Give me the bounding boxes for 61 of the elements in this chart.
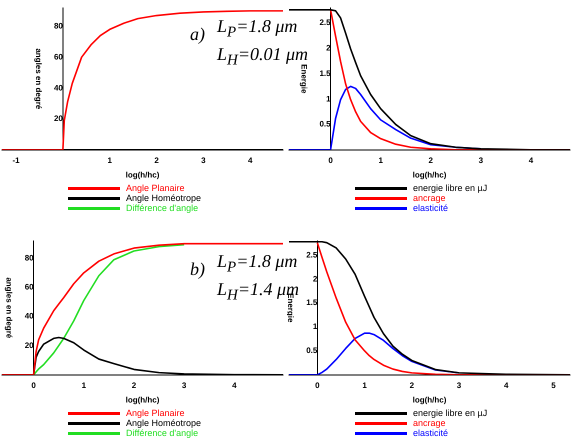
y-tick-label: 80 — [54, 22, 64, 31]
x-axis-title: log(h/hc) — [412, 395, 447, 404]
x-tick-label: 1 — [82, 380, 87, 390]
annotation: b) — [190, 258, 205, 281]
y-tick-label: 60 — [54, 52, 64, 62]
text: ancrage — [413, 193, 446, 203]
text: elasticité — [413, 428, 448, 438]
text: Angle Planaire — [126, 183, 185, 193]
x-tick-label: 4 — [504, 380, 510, 390]
text: Angle Homéotrope — [126, 193, 202, 203]
y-tick-label: 1 — [312, 322, 318, 332]
x-tick-label: -1 — [12, 156, 20, 165]
y-tick-label: 0.5 — [306, 346, 318, 356]
text: energie libre en µJ — [413, 183, 488, 193]
x-tick-label: 1 — [362, 380, 368, 390]
x-axis-title: log(h/hc) — [126, 170, 160, 180]
x-tick-label: 1 — [107, 156, 112, 165]
y-tick-label: 2 — [312, 274, 318, 284]
x-tick-label: 3 — [456, 380, 462, 390]
text: Angle Homéotrope — [126, 418, 202, 428]
x-tick-label: 3 — [182, 380, 187, 390]
x-axis-title: log(h/hc) — [126, 395, 160, 404]
x-tick-label: 5 — [551, 380, 556, 390]
annotation: a) — [190, 23, 205, 46]
text: Angle Planaire — [126, 408, 185, 418]
text: Différence d'angle — [126, 428, 198, 438]
annotation: L$_{P}$=1.8 μm — [217, 251, 298, 278]
x-tick-label: 4 — [528, 156, 534, 165]
x-tick-label: 0 — [315, 380, 320, 390]
x-tick-label: 2 — [428, 156, 434, 165]
x-tick-label: 2 — [410, 380, 415, 390]
legend-label: Différence d'angle — [126, 203, 198, 213]
y-tick-label: 0.5 — [319, 120, 332, 129]
y-tick-label: 40 — [54, 83, 64, 92]
x-tick-label: 3 — [478, 156, 484, 165]
y-tick-label: 80 — [24, 253, 34, 262]
x-tick-label: 3 — [201, 156, 206, 165]
y-tick-label: 1.5 — [306, 298, 318, 308]
y-axis-title: angles en degré — [34, 48, 43, 110]
x-tick-label: 0 — [328, 156, 334, 165]
text: elasticité — [413, 203, 448, 213]
annotation: L$_{P}$=1.8 μm — [217, 16, 298, 43]
text: ancrage — [413, 418, 446, 428]
x-axis-title: log(h/hc) — [412, 170, 447, 180]
x-tick-label: 0 — [31, 380, 36, 390]
x-tick-label: 4 — [232, 380, 238, 390]
text: energie libre en µJ — [413, 408, 488, 418]
y-tick-label: 20 — [24, 340, 34, 350]
x-tick-label: 1 — [378, 156, 384, 165]
y-tick-label: 60 — [24, 282, 34, 292]
x-tick-label: 4 — [248, 156, 253, 165]
y-tick-label: 20 — [54, 114, 64, 124]
y-tick-label: 2.5 — [306, 250, 318, 260]
y-tick-label: 1.5 — [319, 68, 332, 78]
y-tick-label: 40 — [24, 312, 34, 321]
x-tick-label: 2 — [154, 156, 160, 165]
y-axis-title: Energie — [299, 64, 308, 94]
y-tick-label: 2.5 — [319, 18, 332, 28]
x-tick-label: 2 — [132, 380, 137, 390]
y-axis-title: angles en degré — [4, 277, 14, 339]
y-tick-label: 2 — [326, 44, 332, 53]
